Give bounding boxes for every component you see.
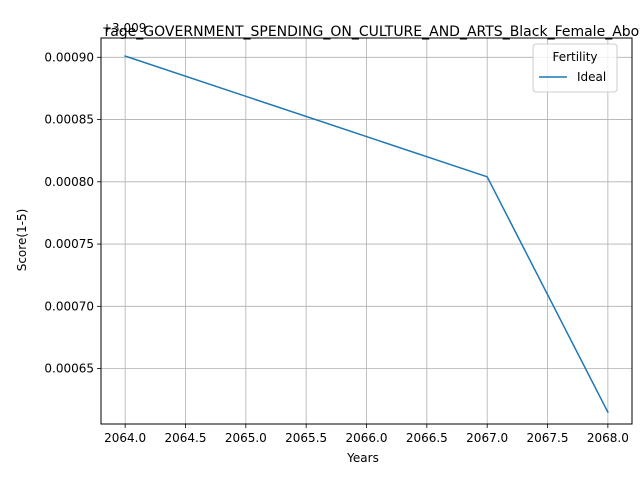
x-tick-label: 2067.5 xyxy=(527,431,569,445)
y-tick-label: 0.00070 xyxy=(44,299,94,313)
y-tick-label: 0.00085 xyxy=(44,113,94,127)
y-axis: 0.00065 0.00070 0.00075 0.00080 0.00085 0.000… xyxy=(44,50,101,376)
y-tick-label: 0.00090 xyxy=(44,50,94,64)
legend-box xyxy=(532,43,618,93)
x-tick-label: 2068.0 xyxy=(587,431,629,445)
y-axis-label: Score(1-5) xyxy=(15,209,29,272)
legend-title: Fertility xyxy=(552,50,597,64)
x-axis: 2064.0 2064.5 2065.0 2065.5 2066.0 2066.5 2067… xyxy=(104,424,629,445)
y-tick-label: 0.00075 xyxy=(44,237,94,251)
chart-title: rage_GOVERNMENT_SPENDING_ON_CULTURE_AND_… xyxy=(104,24,640,40)
grid xyxy=(101,38,632,424)
series-line-ideal xyxy=(124,55,609,414)
series-layer xyxy=(124,55,609,414)
x-tick-label: 2065.0 xyxy=(225,431,267,445)
x-tick-label: 2065.5 xyxy=(285,431,327,445)
x-axis-label: Years xyxy=(346,451,379,465)
y-tick-label: 0.00080 xyxy=(44,175,94,189)
x-tick-label: 2066.0 xyxy=(346,431,388,445)
y-tick-label: 0.00065 xyxy=(44,362,94,376)
x-tick-label: 2064.0 xyxy=(104,431,146,445)
legend-label-ideal: Ideal xyxy=(577,70,606,84)
x-tick-label: 2066.5 xyxy=(406,431,448,445)
legend: Fertility Ideal xyxy=(532,43,618,93)
x-tick-label: 2067.0 xyxy=(466,431,508,445)
x-tick-label: 2064.5 xyxy=(164,431,206,445)
y-axis-offset-label: +3.009 xyxy=(102,21,146,35)
